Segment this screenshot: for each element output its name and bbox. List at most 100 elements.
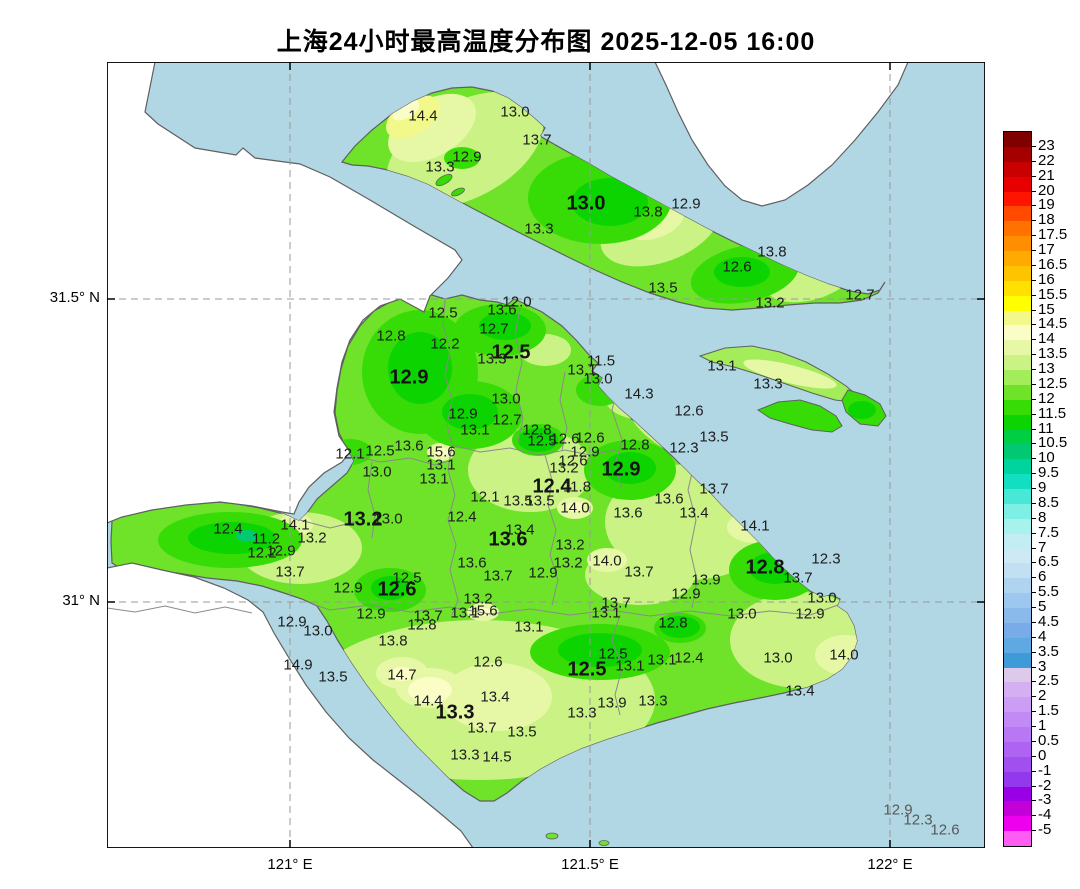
colorbar-label: 5.5	[1038, 583, 1059, 601]
map-canvas	[107, 62, 985, 848]
colorbar-label: 21	[1038, 166, 1055, 184]
colorbar-segment	[1004, 176, 1031, 192]
colorbar-label: 17.5	[1038, 226, 1068, 244]
colorbar-tick	[1031, 726, 1036, 727]
colorbar-segment	[1004, 548, 1031, 564]
adjacent-provinces-land	[107, 62, 909, 848]
colorbar-tick	[1031, 562, 1036, 564]
colorbar-label: 0	[1038, 746, 1047, 764]
colorbar-tick	[1031, 294, 1036, 296]
colorbar-label: 22	[1038, 151, 1055, 169]
colorbar-segment	[1004, 370, 1031, 385]
colorbar-label: 12.5	[1038, 374, 1068, 392]
colorbar-segment	[1004, 340, 1031, 356]
colorbar-tick	[1031, 488, 1036, 489]
colorbar-label: 19	[1038, 196, 1055, 214]
colorbar-label: 15	[1038, 300, 1055, 318]
colorbar-tick	[1031, 532, 1036, 534]
lon-tick-label: 121.5° E	[561, 856, 619, 873]
colorbar-segment	[1004, 399, 1031, 415]
colorbar-tick	[1031, 279, 1036, 281]
colorbar-segment	[1004, 637, 1031, 653]
colorbar-label: 16	[1038, 270, 1055, 288]
colorbar-tick	[1031, 815, 1036, 817]
colorbar-label: 10.5	[1038, 434, 1068, 452]
colorbar-label: 0.5	[1038, 731, 1059, 749]
colorbar-label: 4.5	[1038, 612, 1059, 630]
colorbar-segment	[1004, 310, 1031, 326]
colorbar-label: 23	[1038, 136, 1055, 154]
colorbar-tick	[1031, 592, 1036, 594]
colorbar-label: 11	[1038, 419, 1054, 437]
colorbar-tick	[1031, 517, 1036, 519]
colorbar-label: 13	[1038, 360, 1055, 377]
colorbar-tick	[1031, 696, 1036, 698]
hengsha-island	[756, 389, 887, 433]
colorbar-segment	[1004, 622, 1031, 638]
colorbar-segment	[1004, 801, 1031, 817]
colorbar-tick	[1031, 205, 1036, 207]
colorbar-label: -3	[1038, 791, 1052, 809]
colorbar-label: 5	[1038, 598, 1047, 615]
colorbar-segment	[1004, 563, 1031, 579]
colorbar-tick	[1031, 800, 1036, 802]
colorbar-segment	[1004, 578, 1031, 594]
colorbar-segment	[1004, 533, 1031, 549]
colorbar-tick	[1031, 770, 1036, 772]
colorbar-label: 6.5	[1038, 553, 1059, 571]
colorbar-label: 14.5	[1038, 315, 1068, 333]
colorbar-segment	[1004, 816, 1031, 832]
colorbar-tick	[1031, 160, 1036, 162]
colorbar-tick	[1031, 740, 1036, 742]
colorbar-tick	[1031, 473, 1036, 475]
colorbar-tick	[1031, 175, 1036, 177]
colorbar-label: 2.5	[1038, 672, 1059, 690]
district-borders	[294, 299, 839, 716]
colorbar-segment	[1004, 697, 1031, 713]
colorbar-tick	[1031, 339, 1036, 341]
colorbar-segment	[1004, 355, 1031, 370]
minor-islets	[435, 173, 610, 846]
colorbar-segment	[1004, 191, 1031, 207]
colorbar-tick	[1031, 413, 1036, 415]
colorbar-label: 20	[1038, 181, 1055, 199]
colorbar-label: 3.5	[1038, 642, 1059, 660]
colorbar-tick	[1031, 577, 1036, 579]
colorbar-segment	[1004, 295, 1031, 311]
colorbar-tick	[1031, 190, 1036, 192]
colorbar-tick	[1031, 755, 1036, 757]
colorbar-tick	[1031, 681, 1036, 683]
colorbar-segment	[1004, 593, 1031, 608]
colorbar-segment	[1004, 667, 1031, 683]
colorbar-tick	[1031, 621, 1036, 623]
colorbar-segment	[1004, 608, 1031, 623]
colorbar-tick	[1031, 354, 1036, 356]
colorbar-segment	[1004, 741, 1031, 757]
colorbar-segment	[1004, 236, 1031, 251]
colorbar-label: 10	[1038, 449, 1055, 467]
colorbar-label: 17	[1038, 241, 1055, 258]
colorbar-tick	[1031, 785, 1036, 787]
colorbar-label: 4	[1038, 627, 1047, 645]
colorbar-segment	[1004, 712, 1031, 727]
colorbar-segment	[1004, 444, 1031, 460]
colorbar-segment	[1004, 771, 1031, 787]
colorbar-label: 14	[1038, 330, 1055, 348]
colorbar-segment	[1004, 489, 1031, 504]
colorbar-label: 12	[1038, 389, 1055, 407]
southwest-land	[107, 562, 474, 848]
colorbar-tick	[1031, 250, 1036, 251]
colorbar-label: 11.5	[1038, 404, 1067, 422]
colorbar-label: 8.5	[1038, 493, 1059, 511]
colorbar-tick	[1031, 428, 1036, 430]
colorbar-tick	[1031, 547, 1036, 549]
colorbar-segment	[1004, 280, 1031, 296]
colorbar-segment	[1004, 727, 1031, 742]
colorbar-label: 16.5	[1038, 255, 1068, 273]
colorbar-segment	[1004, 682, 1031, 698]
colorbar-segment	[1004, 325, 1031, 341]
colorbar-segment	[1004, 831, 1031, 846]
colorbar-label: 1.5	[1038, 702, 1059, 720]
colorbar-tick	[1031, 666, 1036, 668]
